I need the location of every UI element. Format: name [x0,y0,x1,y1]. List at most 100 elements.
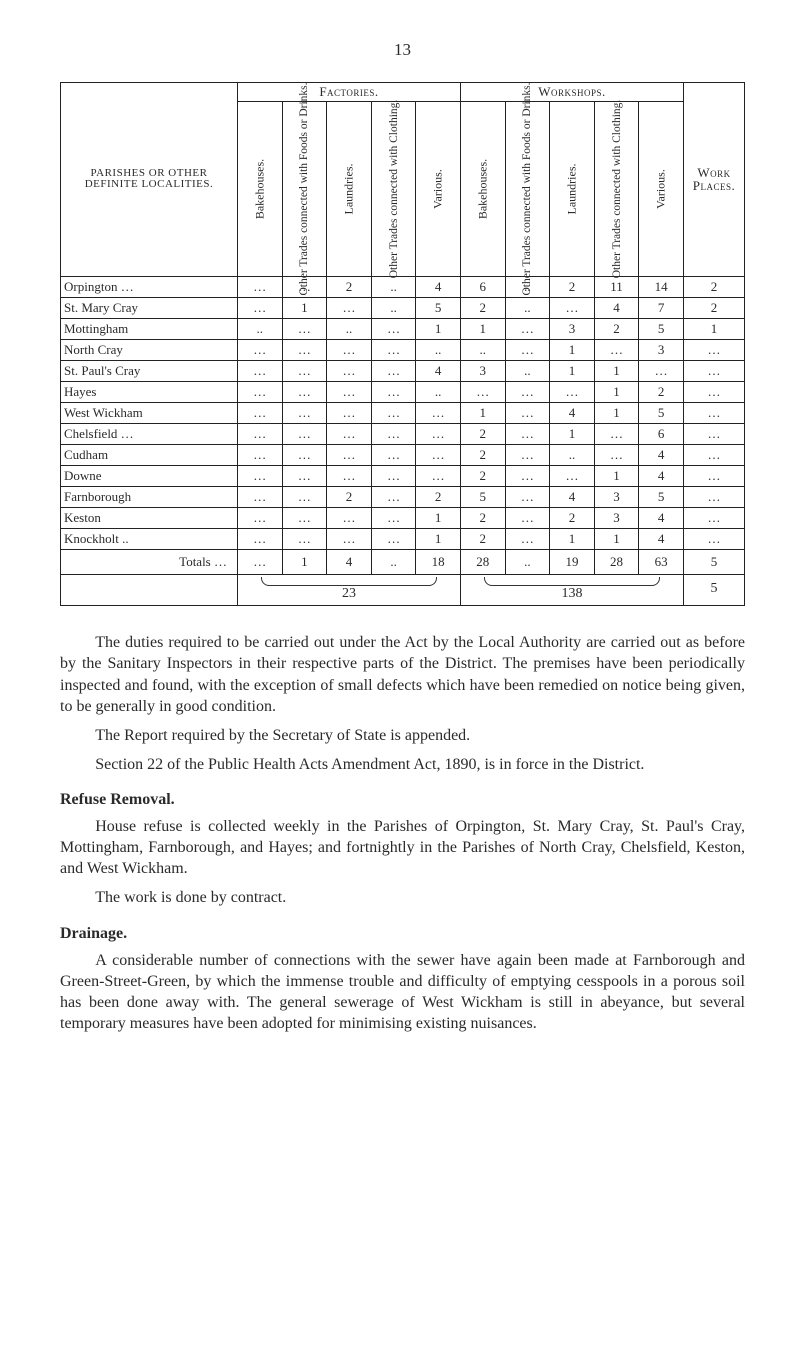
table-body: Orpington ………2..46..211142St. Mary Cray…… [61,276,745,549]
col-f-various: Various. [416,101,461,276]
table-cell: … [327,297,372,318]
table-cell: .. [416,339,461,360]
table-row: St. Mary Cray…1…..52..…472 [61,297,745,318]
table-cell: … [550,465,595,486]
table-cell: 1 [416,528,461,549]
subtotal-row: 23 138 5 [61,574,745,606]
col-w-laundries: Laundries. [550,101,595,276]
table-cell: … [416,465,461,486]
table-cell: 4 [639,507,684,528]
table-row: Hayes…………..………12… [61,381,745,402]
section-factories: Factories. [238,83,461,102]
table-cell: … [282,507,327,528]
table-cell: … [505,339,550,360]
table-cell: … [238,339,283,360]
table-cell: 2 [460,507,505,528]
table-cell: … [327,339,372,360]
table-cell: … [371,402,416,423]
table-row: North Cray…………....…1…3… [61,339,745,360]
table-cell: 2 [684,276,745,297]
table-cell: 5 [460,486,505,507]
table-cell: 7 [639,297,684,318]
table-cell: 4 [550,486,595,507]
table-cell: … [371,423,416,444]
table-cell: … [238,402,283,423]
table-cell: … [238,276,283,297]
table-cell: … [238,444,283,465]
table-cell: .. [371,297,416,318]
table-cell: … [238,465,283,486]
row-label: Keston [61,507,238,528]
table-cell: … [238,486,283,507]
table-cell: .. [416,381,461,402]
row-label: Downe [61,465,238,486]
table-cell: 2 [460,444,505,465]
table-cell: 5 [639,402,684,423]
table-cell: .. [371,276,416,297]
table-cell: 2 [460,423,505,444]
table-cell: 2 [594,318,639,339]
table-cell: … [238,507,283,528]
table-cell: 5 [416,297,461,318]
table-cell: 4 [416,360,461,381]
table-cell: .. [550,444,595,465]
totals-cell: 1 [282,549,327,574]
section-work-places: Work Places. [684,83,745,277]
table-cell: … [327,465,372,486]
table-cell: .. [327,318,372,339]
table-cell: 4 [416,276,461,297]
table-cell: .. [238,318,283,339]
table-cell: … [371,507,416,528]
table-cell: 3 [594,486,639,507]
table-cell: 1 [550,339,595,360]
table-cell: … [371,486,416,507]
table-cell: 2 [416,486,461,507]
table-cell: 3 [460,360,505,381]
table-row: Chelsfield ………………2…1…6… [61,423,745,444]
table-cell: … [327,423,372,444]
table-row: St. Paul's Cray…………43..11…… [61,360,745,381]
table-cell: … [505,528,550,549]
col-f-bakehouses: Bakehouses. [238,101,283,276]
para-refuse1: House refuse is collected weekly in the … [60,816,745,879]
table-cell: .. [505,297,550,318]
table-cell: 3 [639,339,684,360]
table-row: Mottingham..…..…11…3251 [61,318,745,339]
table-cell: … [505,507,550,528]
table-cell: 1 [460,402,505,423]
table-cell: 2 [460,465,505,486]
para-section22: Section 22 of the Public Health Acts Ame… [60,754,745,775]
table-cell: … [238,423,283,444]
table-cell: … [238,381,283,402]
table-cell: … [371,339,416,360]
table-cell: 1 [594,402,639,423]
table-cell: … [505,444,550,465]
col-f-laundries: Laundries. [327,101,372,276]
table-cell: … [282,465,327,486]
table-cell: … [327,402,372,423]
table-cell: 1 [282,297,327,318]
table-cell: … [327,444,372,465]
table-cell: 4 [639,444,684,465]
table-cell: … [371,318,416,339]
totals-cell: 63 [639,549,684,574]
row-label: Mottingham [61,318,238,339]
table-cell: 1 [594,465,639,486]
table-cell: .. [505,360,550,381]
totals-cell: 28 [594,549,639,574]
table-cell: … [238,297,283,318]
table-cell: … [371,360,416,381]
row-label: Chelsfield … [61,423,238,444]
col-f-foods: Other Trades connected with Foods or Dri… [282,101,327,276]
totals-cell: 4 [327,549,372,574]
para-refuse2: The work is done by contract. [60,887,745,908]
table-cell: 2 [460,528,505,549]
table-cell: 1 [416,507,461,528]
table-cell: … [371,465,416,486]
para-drainage: A considerable number of connections wit… [60,950,745,1034]
table-cell: 2 [684,297,745,318]
table-cell: 1 [460,318,505,339]
statistics-table: PARISHES OR OTHER DEFINITE LOCALITIES. F… [60,82,745,606]
table-cell: … [282,528,327,549]
table-cell: 14 [639,276,684,297]
